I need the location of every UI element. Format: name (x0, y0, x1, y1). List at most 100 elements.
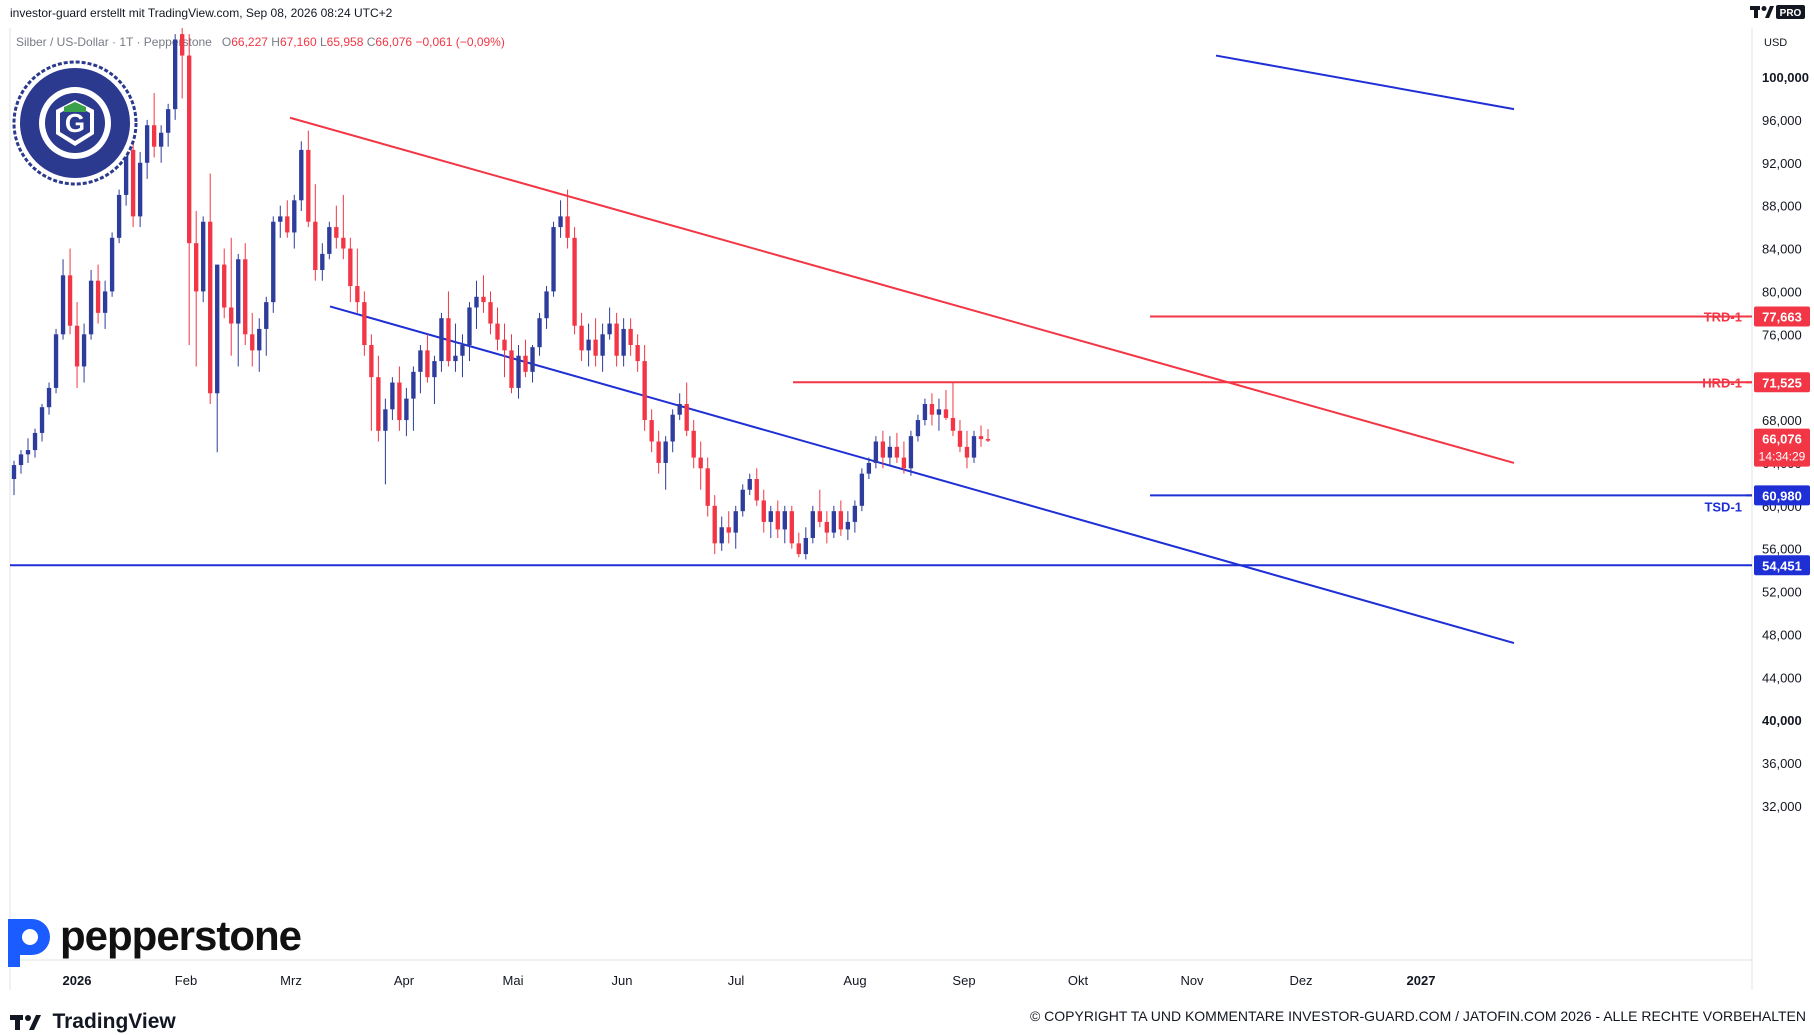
tradingview-footer: TradingView (10, 1010, 176, 1034)
candle (901, 441, 907, 474)
candle (558, 200, 563, 238)
tv-logo-icon: PRO (1750, 5, 1805, 19)
pro-label: PRO (1780, 8, 1802, 19)
candle (775, 500, 780, 538)
ohlc-high-label: H (271, 35, 280, 49)
candle (467, 302, 472, 362)
candle (691, 420, 696, 469)
level-price-tag (1754, 485, 1810, 506)
candle (81, 323, 87, 383)
ohlc-high: 67,160 (279, 35, 317, 49)
ohlc-close-label: C (366, 35, 376, 49)
candle (320, 243, 325, 281)
x-tick-2027: 2027 (1407, 973, 1436, 988)
candle (334, 205, 339, 249)
candle (341, 194, 346, 260)
level-price-tag (1754, 306, 1810, 327)
level-price-77,663: 77,663 (1762, 309, 1802, 324)
candle (747, 473, 752, 496)
candle (474, 280, 479, 329)
candle (158, 125, 164, 163)
candle (137, 152, 143, 228)
candle (852, 500, 858, 533)
candle (236, 253, 241, 367)
candle (530, 345, 535, 383)
x-tick-okt: Okt (1068, 973, 1089, 988)
candle (109, 232, 115, 297)
candle (502, 323, 507, 378)
candle (887, 436, 893, 466)
candle (663, 436, 668, 490)
candle (957, 420, 963, 453)
tradingview-pro-logo: PRO (1750, 4, 1806, 25)
candle (11, 460, 17, 496)
candle (123, 146, 129, 206)
candle (726, 511, 731, 544)
candle (936, 398, 942, 431)
candle (803, 527, 808, 560)
candle (677, 393, 682, 421)
price-axis[interactable]: 100,000 96,000 92,000 88,000 84,000 80,000 76,… (1762, 70, 1809, 814)
trendline-resistance-line[interactable] (289, 116, 1515, 464)
broker-name: pepperstone (60, 912, 302, 959)
candle (565, 189, 570, 249)
candle (453, 323, 458, 372)
candle (88, 269, 94, 340)
candle (768, 505, 773, 538)
candle (355, 248, 360, 313)
y-tick-84000: 84,000 (1762, 242, 1802, 257)
candle (523, 339, 528, 378)
ohlc-change: −0,061 (−0,09%) (415, 35, 505, 49)
candle (684, 382, 689, 437)
level-name-TSD-1: TSD-1 (1704, 499, 1742, 514)
candle (495, 307, 500, 351)
candle (978, 425, 984, 447)
tradingview-logo-icon (10, 1015, 41, 1030)
level-name-HRD-1: HRD-1 (1702, 375, 1742, 390)
candle (144, 119, 150, 179)
candle (362, 291, 367, 356)
candle (719, 516, 724, 551)
candle (39, 403, 45, 442)
y-tick-44000: 44,000 (1762, 670, 1802, 685)
candle (894, 432, 900, 463)
candle (831, 505, 837, 538)
x-tick-mrz: Mrz (280, 973, 302, 988)
level-name-TRD-1: TRD-1 (1704, 309, 1742, 324)
candle (432, 355, 437, 404)
x-tick-nov: Nov (1180, 973, 1204, 988)
candle (348, 237, 353, 303)
candle (257, 318, 262, 372)
candle (733, 505, 738, 549)
candle (201, 216, 206, 303)
candle (922, 398, 928, 426)
candle (481, 275, 486, 313)
symbol-name[interactable]: Silber / US-Dollar · 1T · Pepperstone (16, 35, 212, 49)
candle (46, 382, 52, 415)
candle (313, 184, 318, 281)
candle (215, 264, 220, 453)
candle (390, 377, 395, 421)
x-tick-sep: Sep (952, 973, 975, 988)
candle (761, 489, 766, 533)
time-axis[interactable]: 2026 Feb Mrz Apr Mai Jun Jul Aug Sep Okt Nov Dez 202… (63, 973, 1436, 988)
candle (950, 382, 956, 437)
candle (656, 430, 661, 474)
candle (102, 280, 108, 329)
ohlc-open: 66,227 (231, 35, 268, 49)
y-tick-80000: 80,000 (1762, 284, 1802, 299)
x-tick-jul: Jul (728, 973, 745, 988)
trendline-lower-channel[interactable] (329, 305, 1515, 645)
ohlc-open-label: O (221, 35, 232, 49)
currency-label[interactable]: USD (1764, 37, 1788, 49)
candle (194, 211, 199, 367)
horizontal-levels (10, 315, 1752, 567)
y-tick-96000: 96,000 (1762, 113, 1802, 128)
trendline-upper-channel[interactable] (1215, 54, 1515, 111)
candle (285, 200, 290, 238)
candle (418, 345, 423, 394)
y-tick-36000: 36,000 (1762, 756, 1802, 771)
ohlc-low-label: L (319, 35, 327, 49)
candle (782, 505, 787, 544)
